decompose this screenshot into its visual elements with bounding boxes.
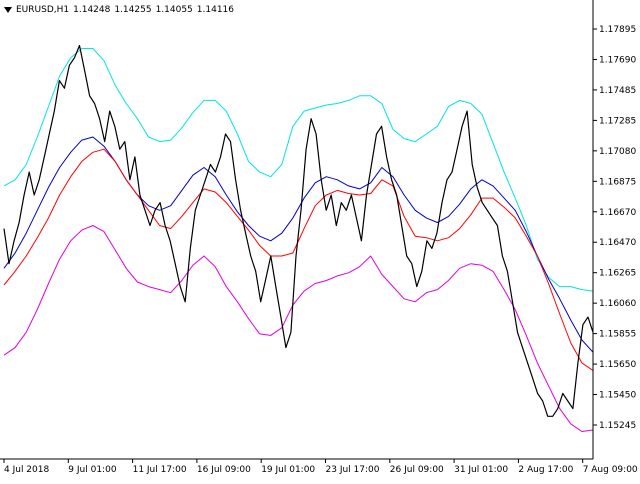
x-tick-label: 7 Aug 09:00 <box>583 465 638 475</box>
band-lower-line <box>3 225 594 432</box>
y-tick-label: 1.17690 <box>599 55 636 65</box>
x-tick-label: 26 Jul 09:00 <box>390 465 444 475</box>
symbol-header: EURUSD,H1 1.14248 1.14255 1.14055 1.1411… <box>4 3 234 17</box>
y-tick-label: 1.17485 <box>599 86 636 96</box>
y-tick-label: 1.17080 <box>599 147 636 157</box>
y-tick-label: 1.16060 <box>599 299 636 309</box>
axes-layer: 1.17895 1.17690 1.17485 1.17285 1.17080 1.168… <box>0 0 638 475</box>
x-tick-label: 2 Aug 17:00 <box>518 465 573 475</box>
y-tick-label: 1.17285 <box>599 116 636 126</box>
y-tick-label: 1.15855 <box>599 330 636 340</box>
x-tick-label: 19 Jul 01:00 <box>261 465 315 475</box>
band-upper-line <box>3 48 594 292</box>
open-price: 1.14248 <box>73 5 111 15</box>
symbol-label: EURUSD,H1 <box>16 5 70 15</box>
price-line <box>3 44 594 417</box>
close-price: 1.14116 <box>196 5 234 15</box>
band-mid-line <box>3 136 594 353</box>
y-tick-label: 1.16875 <box>599 177 636 187</box>
y-tick-label: 1.15450 <box>599 391 636 401</box>
ma-line <box>3 148 594 371</box>
low-price: 1.14055 <box>155 5 193 15</box>
y-tick-label: 1.16265 <box>599 269 636 279</box>
high-price: 1.14255 <box>114 5 152 15</box>
x-tick-label: 16 Jul 09:00 <box>197 465 251 475</box>
collapse-triangle-icon[interactable] <box>4 7 12 13</box>
y-tick-label: 1.15650 <box>599 360 636 370</box>
x-tick-label: 23 Jul 17:00 <box>326 465 380 475</box>
x-tick-label: 11 Jul 17:00 <box>133 465 187 475</box>
x-tick-label: 9 Jul 01:00 <box>68 465 117 475</box>
y-tick-label: 1.17895 <box>599 25 636 35</box>
series-layer <box>3 44 594 432</box>
y-tick-label: 1.15245 <box>599 421 636 431</box>
y-tick-label: 1.16670 <box>599 208 636 218</box>
x-tick-label: 4 Jul 2018 <box>4 465 49 475</box>
x-tick-label: 31 Jul 01:00 <box>454 465 508 475</box>
y-tick-label: 1.16470 <box>599 238 636 248</box>
